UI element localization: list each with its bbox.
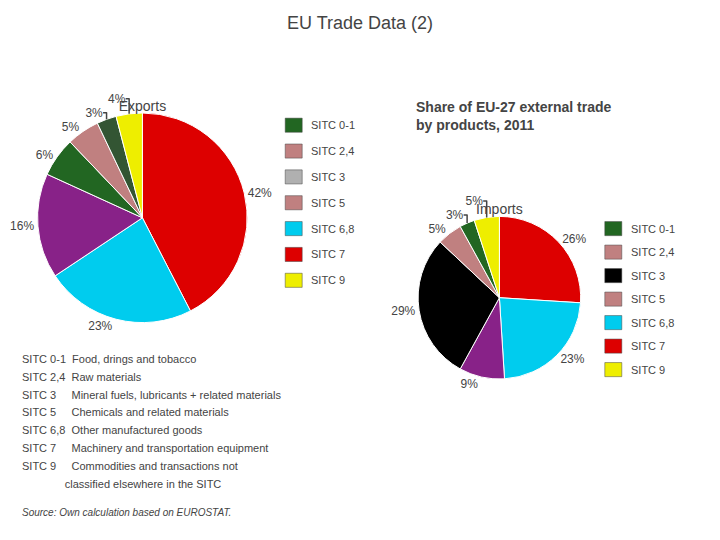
- svg-text:Imports: Imports: [476, 201, 523, 217]
- svg-text:9%: 9%: [460, 377, 478, 391]
- svg-text:5%: 5%: [428, 222, 446, 236]
- svg-text:SITC 2,4: SITC 2,4: [311, 145, 354, 157]
- svg-text:3%: 3%: [85, 106, 103, 120]
- svg-text:SITC 2,4: SITC 2,4: [631, 246, 674, 258]
- svg-text:Source: Own calculation based: Source: Own calculation based on EUROSTA…: [22, 507, 231, 518]
- svg-text:6%: 6%: [36, 148, 54, 162]
- svg-text:SITC 5: SITC 5: [631, 293, 665, 305]
- svg-text:SITC 5 Chemicals and relat: SITC 5 Chemicals and related materials: [22, 406, 229, 418]
- svg-text:SITC 7 Machinery and trans: SITC 7 Machinery and transportation equi…: [22, 442, 268, 454]
- svg-text:SITC 0-1 Food, drings and tob: SITC 0-1 Food, drings and tobacco: [22, 353, 196, 365]
- svg-text:SITC 3 Mineral fuels, lubr: SITC 3 Mineral fuels, lubricants + relat…: [22, 389, 281, 401]
- svg-text:SITC 9: SITC 9: [631, 364, 665, 376]
- svg-text:SITC 6,8: SITC 6,8: [311, 223, 354, 235]
- svg-text:SITC 9 Commodities and tra: SITC 9 Commodities and transactions not: [22, 460, 238, 472]
- svg-text:SITC 5: SITC 5: [311, 197, 345, 209]
- svg-text:23%: 23%: [88, 319, 112, 333]
- svg-text:5%: 5%: [466, 194, 484, 208]
- svg-text:SITC 6,8 Other manufactured g: SITC 6,8 Other manufactured goods: [22, 424, 203, 436]
- svg-text:SITC 0-1: SITC 0-1: [311, 119, 355, 131]
- svg-text:SITC 7: SITC 7: [311, 248, 345, 260]
- svg-text:EU Trade Data (2): EU Trade Data (2): [287, 13, 433, 33]
- svg-text:Exports: Exports: [119, 98, 166, 114]
- svg-text:3%: 3%: [446, 208, 464, 222]
- svg-text:classified elsewhere in the SI: classified elsewhere in the SITC: [22, 478, 221, 490]
- svg-text:26%: 26%: [562, 232, 586, 246]
- svg-text:SITC 2,4 Raw materials: SITC 2,4 Raw materials: [22, 371, 142, 383]
- svg-text:Share of EU-27 external tradeb: Share of EU-27 external tradeby products…: [416, 99, 612, 133]
- svg-text:5%: 5%: [62, 120, 80, 134]
- svg-text:42%: 42%: [248, 186, 272, 200]
- svg-text:16%: 16%: [10, 219, 34, 233]
- svg-text:SITC 3: SITC 3: [631, 270, 665, 282]
- svg-text:29%: 29%: [391, 304, 415, 318]
- svg-text:SITC 6,8: SITC 6,8: [631, 317, 674, 329]
- svg-text:SITC 0-1: SITC 0-1: [631, 223, 675, 235]
- svg-text:23%: 23%: [560, 352, 584, 366]
- svg-text:SITC 7: SITC 7: [631, 340, 665, 352]
- svg-text:4%: 4%: [108, 92, 126, 106]
- svg-text:SITC 3: SITC 3: [311, 171, 345, 183]
- svg-text:SITC 9: SITC 9: [311, 274, 345, 286]
